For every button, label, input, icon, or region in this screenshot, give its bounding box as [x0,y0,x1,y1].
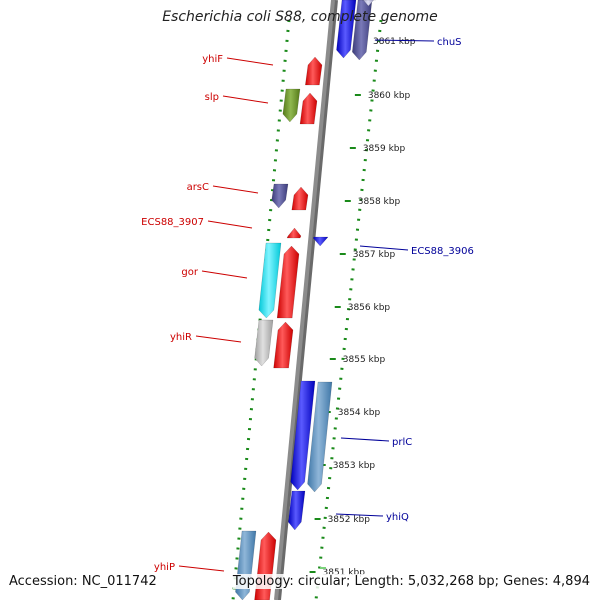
gene-leader-line [201,270,248,279]
gene-leader-line [178,565,225,572]
gene-block-gor-aux [258,242,282,319]
gene-block-yhiP-aux [235,530,257,600]
accession-label: Accession: NC_011742 [9,574,157,589]
genome-summary: Topology: circular; Length: 5,032,268 bp… [232,574,590,589]
gene-label: prlC [392,437,412,448]
gene-block-yhiQ [288,490,306,531]
tick-label: 3853 kbp [333,461,376,471]
tick-label: 3858 kbp [358,197,401,207]
tick-label: 3861 kbp [373,37,416,47]
gene-block-prlC-aux [307,381,333,493]
tick-label: 3856 kbp [348,303,391,313]
gene-label: arsC [187,182,209,193]
gene-label: gor [181,267,198,278]
gene-leader-line [374,39,435,42]
gene-label: slp [205,92,219,103]
gene-leader-line [340,437,390,442]
gene-block-slp-aux [282,88,301,123]
tick-label: 3852 kbp [328,515,371,525]
gene-block-gor [276,245,300,319]
tick-label: 3857 kbp [353,250,396,260]
gene-leader-line [222,95,269,104]
gene-block-ECS88_3906 [312,236,329,247]
gene-block-arsC [291,186,309,211]
gene-label: ECS88_3907 [141,217,204,228]
gene-block-yhiF [305,56,323,86]
gene-block-chuS [336,0,357,59]
tick-label: 3851 kbp [323,568,366,578]
gene-label: chuS [437,37,462,48]
tick-label: 3859 kbp [363,144,406,154]
gene-label: yhiQ [386,512,409,523]
tick-label: 3854 kbp [338,408,381,418]
gene-label: ECS88_3906 [411,246,474,257]
gene-block-chuS-aux2 [361,0,377,7]
gene-block-yhiR-aux [254,319,274,367]
tick-label: 3855 kbp [343,355,386,365]
gene-block-yhiP [254,531,277,600]
backbone [274,0,335,600]
gene-leader-line [207,220,253,229]
gene-leader-line [359,245,409,251]
gene-leader-line [335,513,384,517]
outer-track-border-right [314,19,383,600]
gene-block-slp [299,92,318,125]
gene-leader-line [226,57,274,66]
gene-block-chuS-aux [352,0,373,61]
gene-leader-line [212,185,259,194]
tick-label: 3860 kbp [368,91,411,101]
gene-block-yhiR [273,321,294,369]
map-title: Escherichia coli S88, complete genome [162,9,438,25]
gene-label: yhiF [202,54,223,65]
gene-block-ECS88_3907 [286,227,302,239]
gene-block-prlC [290,380,316,491]
gene-label: yhiR [170,332,192,343]
gene-label: yhiP [154,562,175,573]
gene-block-arsC-aux [271,183,289,209]
gene-leader-line [195,335,242,343]
